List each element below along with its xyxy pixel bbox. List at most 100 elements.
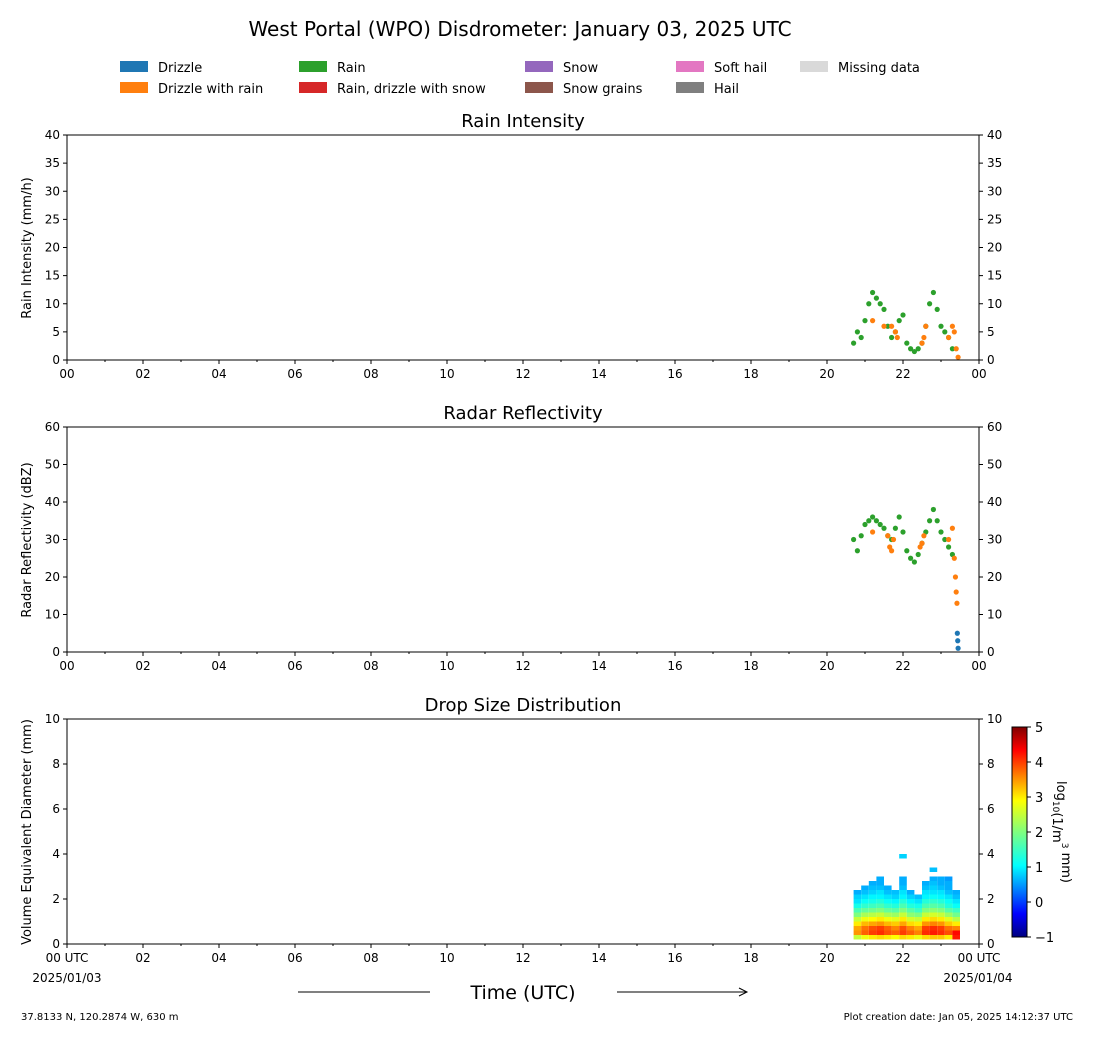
heatmap-cell [922, 881, 930, 886]
heatmap-cell [929, 894, 938, 899]
heatmap-cell [899, 917, 907, 922]
y-tick-label-right: 10 [987, 712, 1002, 726]
heatmap-cell [891, 912, 900, 917]
heatmap-cell [929, 876, 938, 881]
legend-label: Snow [563, 61, 598, 76]
y-tick-label-left: 20 [45, 570, 60, 584]
heatmap-cell [899, 935, 907, 940]
radar-reflectivity-ylabel: Radar Reflectivity (dBZ) [20, 462, 35, 617]
heatmap-cell [861, 899, 869, 904]
legend-label: Drizzle with rain [158, 82, 263, 97]
y-tick-label-left: 10 [45, 608, 60, 622]
x-tick-label: 16 [667, 367, 682, 381]
heatmap-cell [952, 890, 960, 895]
heatmap-cell [868, 881, 877, 886]
heatmap-cell [853, 890, 862, 895]
heatmap-cell [929, 890, 938, 895]
heatmap-cell [914, 899, 922, 904]
heatmap-cell [922, 894, 930, 899]
legend-swatch [299, 82, 327, 93]
y-tick-label-left: 4 [52, 847, 60, 861]
rain-intensity-panel: Rain Intensity Rain Intensity (mm/h) 00 0… [20, 111, 1002, 381]
x-tick-label: 04 [211, 367, 226, 381]
heatmap-cell [952, 903, 960, 908]
heatmap-cell [937, 908, 945, 913]
data-point [877, 521, 883, 528]
heatmap-cell [914, 930, 922, 935]
heatmap-cell [891, 903, 900, 908]
heatmap-cell [906, 899, 915, 904]
y-tick-label-right: 35 [987, 156, 1002, 170]
heatmap-cell [876, 930, 884, 935]
legend: Drizzle Drizzle with rain Rain Rain, drizzl… [120, 61, 920, 97]
legend-swatch [676, 61, 704, 72]
heatmap-cell [861, 935, 869, 940]
heatmap-cell [914, 903, 922, 908]
heatmap-cell [937, 876, 945, 881]
data-point [870, 514, 876, 520]
x-tick-label: 08 [363, 951, 378, 965]
heatmap-cell [952, 899, 960, 904]
data-point [896, 514, 902, 520]
heatmap-cell [876, 890, 884, 895]
x-tick-label: 14 [591, 951, 606, 965]
heatmap-cell [922, 935, 930, 940]
heatmap-cell [914, 908, 922, 913]
heatmap-cell [952, 908, 960, 913]
legend-swatch [120, 61, 148, 72]
heatmap-cell [899, 854, 907, 859]
data-point [951, 329, 957, 335]
x-tick-label: 12 [515, 951, 530, 965]
legend-swatch [525, 61, 553, 72]
heatmap-cell [884, 930, 892, 935]
x-tick-label: 18 [743, 951, 758, 965]
legend-label: Soft hail [714, 61, 767, 76]
data-point [946, 536, 952, 543]
heatmap-cell [861, 885, 869, 890]
heatmap-cell [899, 912, 907, 917]
data-point [862, 318, 868, 324]
data-point [923, 323, 929, 329]
y-tick-label-right: 40 [987, 128, 1002, 142]
data-point [955, 638, 961, 644]
heatmap-cell [876, 935, 884, 940]
heatmap-cell [868, 912, 877, 917]
x-tick-label: 18 [743, 659, 758, 673]
data-point [921, 533, 927, 539]
start-date-label: 2025/01/03 [32, 971, 101, 985]
heatmap-cell [861, 921, 869, 926]
data-point [904, 548, 910, 554]
heatmap-cell [906, 903, 915, 908]
colorbar-tick-label: 0 [1035, 896, 1043, 911]
heatmap-cell [899, 890, 907, 895]
heatmap-cell [944, 894, 953, 899]
heatmap-cell [929, 867, 938, 872]
data-point [938, 529, 944, 535]
heatmap-cell [853, 912, 862, 917]
data-point [954, 630, 960, 636]
legend-label: Missing data [838, 61, 920, 76]
heatmap-cell [944, 908, 953, 913]
heatmap-cell [884, 917, 892, 922]
heatmap-cell [944, 926, 953, 931]
heatmap-cell [952, 921, 960, 926]
heatmap-cell [906, 890, 915, 895]
data-point [955, 354, 961, 360]
plot-frame [66, 426, 980, 653]
heatmap-cell [884, 890, 892, 895]
legend-swatch [299, 61, 327, 72]
heatmap-cell [929, 926, 938, 931]
x-tick-label: 16 [667, 659, 682, 673]
data-point [911, 559, 918, 565]
data-point [881, 306, 887, 312]
y-tick-label-right: 0 [987, 645, 995, 659]
data-point [851, 340, 857, 346]
legend-label: Rain, drizzle with snow [337, 82, 486, 97]
heatmap-cell [929, 885, 938, 890]
rain-intensity-title: Rain Intensity [461, 111, 585, 132]
x-tick-label: 06 [287, 951, 302, 965]
heatmap-cell [937, 930, 945, 935]
legend-label: Snow grains [563, 82, 643, 97]
x-tick-label: 10 [439, 951, 454, 965]
heatmap-cell [861, 926, 869, 931]
